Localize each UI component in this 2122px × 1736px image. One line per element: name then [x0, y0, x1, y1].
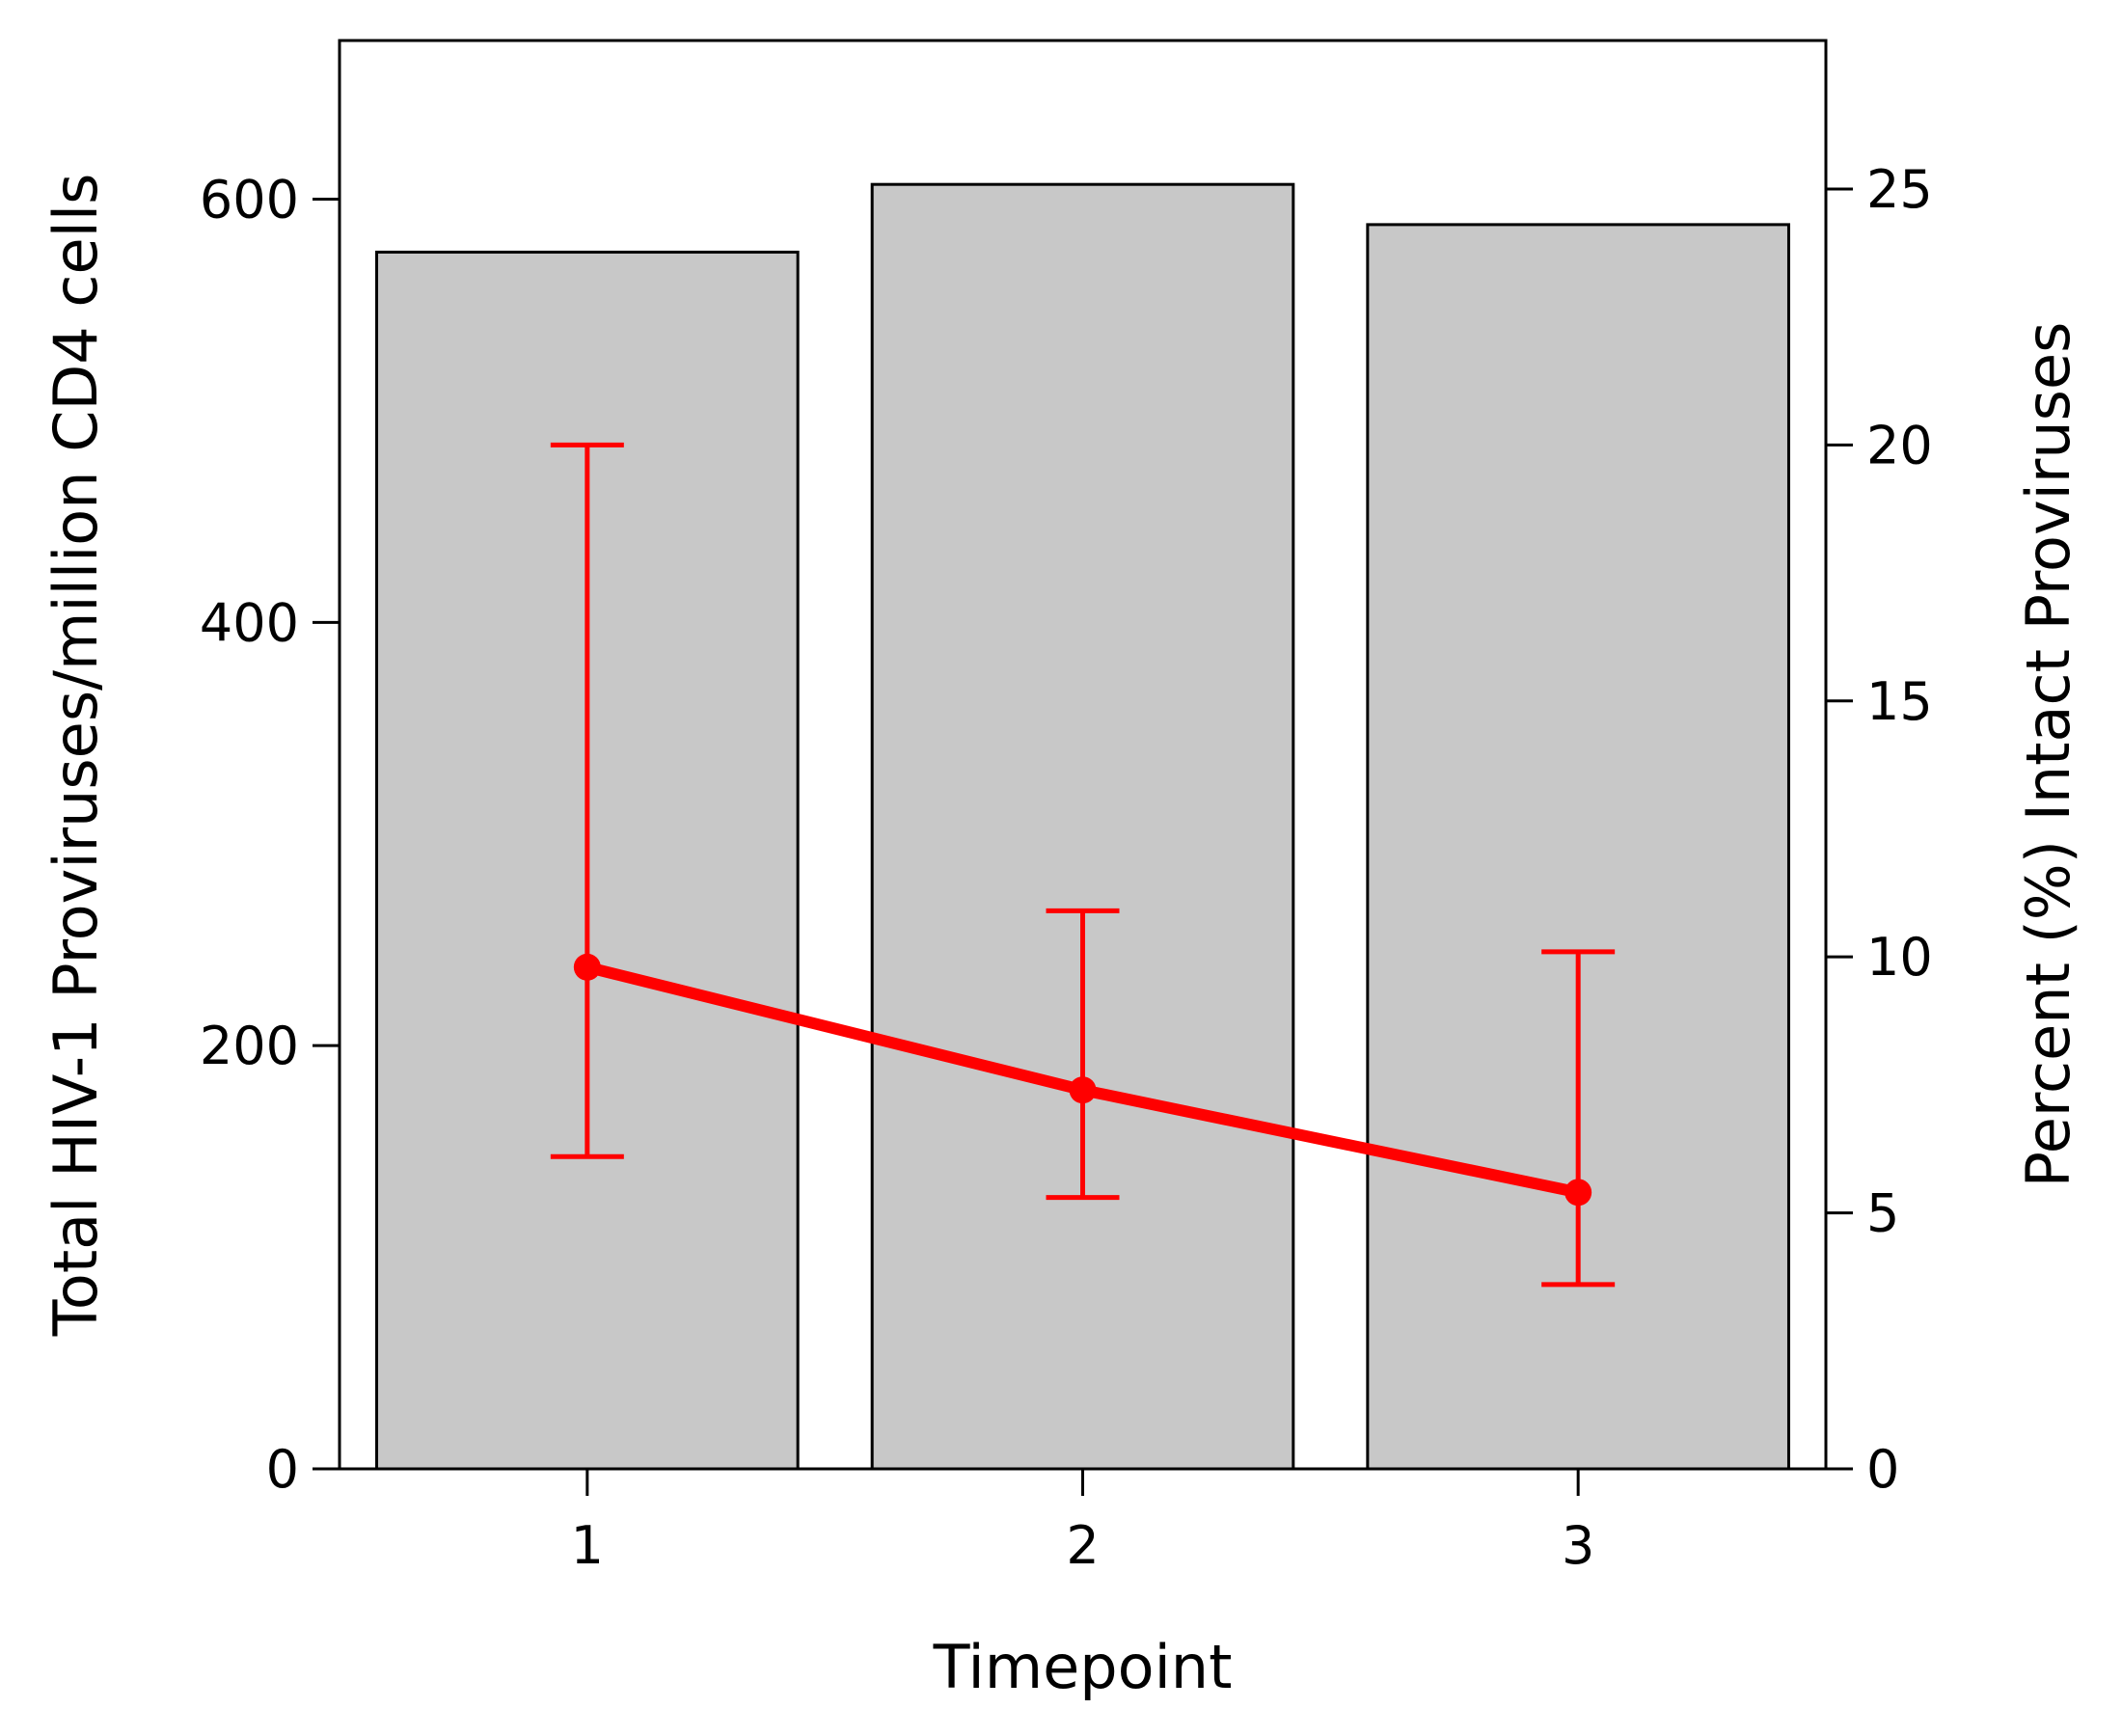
axes-group: 0 200 400 600 0 5 10 15 20 25 1 2 3: [200, 159, 1933, 1576]
y2-tick-label: 25: [1866, 159, 1933, 220]
x-tick-label: 1: [571, 1515, 604, 1576]
error-bar-group: [550, 442, 1616, 1288]
line-series-group: [573, 953, 1592, 1207]
percent-intact-point-1: [573, 953, 601, 981]
y-tick-label: 600: [200, 170, 299, 231]
x-axis-title: Timepoint: [933, 1632, 1233, 1702]
y2-tick-label: 20: [1866, 415, 1933, 475]
y2-tick-label: 0: [1866, 1439, 1899, 1500]
bar-2: [870, 182, 1295, 1471]
y2-tick-label: 15: [1866, 671, 1933, 732]
percent-intact-point-2: [1069, 1076, 1097, 1104]
y-axis-title: Total HIV-1 Proviruses/million CD4 cells: [41, 174, 111, 1338]
bar-3: [1366, 223, 1790, 1471]
y2-axis-title: Percent (%) Intact Proviruses: [2013, 322, 2083, 1188]
percent-intact-point-3: [1564, 1179, 1592, 1207]
x-tick-label: 2: [1066, 1515, 1099, 1576]
y-tick-label: 200: [200, 1016, 299, 1076]
x-tick-label: 3: [1562, 1515, 1594, 1576]
y-tick-label: 400: [200, 592, 299, 653]
y-tick-label: 0: [266, 1439, 299, 1500]
y2-tick-label: 5: [1866, 1183, 1899, 1244]
y2-tick-label: 10: [1866, 927, 1933, 988]
